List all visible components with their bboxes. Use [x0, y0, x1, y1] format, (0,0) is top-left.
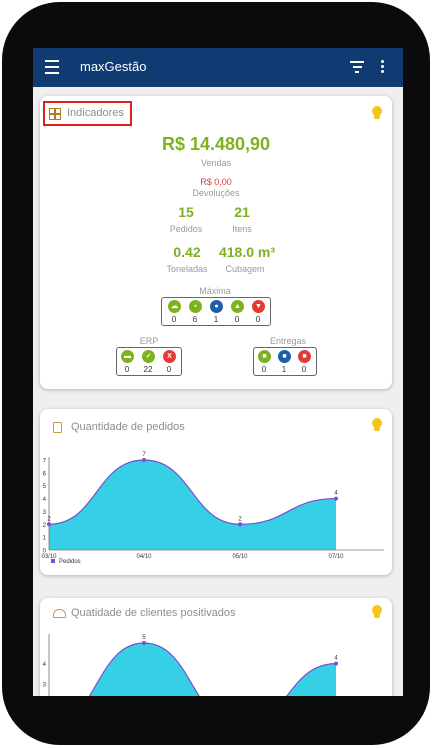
y-tick-label: 1: [43, 536, 47, 542]
app-bar: maxGestão: [33, 48, 403, 87]
lightbulb-icon[interactable]: [371, 418, 382, 432]
entregas-title: Entregas: [269, 336, 307, 346]
data-point: [47, 522, 51, 527]
pedidos-label: Pedidos: [169, 224, 203, 234]
data-point: [238, 522, 242, 527]
pedidos-value: 15: [178, 204, 194, 220]
y-tick-label: 3: [43, 683, 47, 689]
people-icon: [53, 609, 66, 618]
erp-count: 0: [124, 365, 130, 374]
data-point: [142, 641, 146, 645]
vendas-value: R$ 14.480,90: [161, 134, 271, 154]
cloud-upload-icon[interactable]: ☁: [168, 300, 181, 313]
maxima-count: 6: [192, 315, 198, 324]
area-fill: [89, 643, 336, 696]
indicadores-header[interactable]: Indicadores: [43, 101, 132, 126]
y-tick-label: 3: [43, 510, 47, 516]
thumbs-down-icon[interactable]: ▼: [252, 300, 265, 313]
data-point: [334, 661, 338, 666]
more-vert-icon[interactable]: [381, 60, 385, 74]
lightbulb-icon[interactable]: [371, 605, 382, 619]
toneladas-label: Toneladas: [166, 264, 208, 274]
entregas-count: 1: [281, 365, 287, 374]
check-icon[interactable]: ✓: [142, 350, 155, 363]
y-tick-label: 5: [43, 484, 47, 490]
y-tick-label: 4: [43, 497, 47, 503]
cubagem-label: Cubagem: [225, 264, 265, 274]
data-point: [334, 496, 338, 501]
indicadores-title: Indicadores: [67, 107, 124, 119]
truck-icon[interactable]: ■: [258, 350, 271, 363]
hamburger-icon[interactable]: [45, 60, 59, 74]
y-tick-label: 0: [43, 549, 47, 555]
y-tick-label: 4: [43, 662, 47, 668]
data-label: 4: [334, 656, 338, 662]
indicadores-card: Indicadores R$ 14.480,90 Vendas R$ 0,00 …: [40, 96, 392, 389]
document-icon: [53, 422, 62, 433]
data-label: 2: [47, 516, 51, 522]
thumbs-up-icon[interactable]: ▲: [231, 300, 244, 313]
pedidos-chart-card: Quantidade de pedidos 0 1 2 3 4 5 6 7 2 7 2 4 03/10 0…: [40, 409, 392, 575]
erp-title: ERP: [139, 336, 159, 346]
data-label: 7: [142, 452, 146, 458]
itens-value: 21: [234, 204, 250, 220]
printer-icon[interactable]: ▬: [121, 350, 134, 363]
y-tick-label: 6: [43, 471, 47, 477]
toneladas-value: 0.42: [173, 244, 201, 260]
truck-icon[interactable]: ■: [278, 350, 291, 363]
filter-icon[interactable]: [350, 61, 364, 73]
y-tick-label: 2: [43, 523, 47, 529]
legend-label: Pedidos: [59, 559, 81, 565]
x-tick-label: 05/10: [232, 554, 248, 560]
maxima-count: 1: [213, 315, 219, 324]
close-icon[interactable]: X: [163, 350, 176, 363]
x-tick-label: 03/10: [41, 554, 57, 560]
chat-icon[interactable]: ●: [210, 300, 223, 313]
area-fill: [49, 460, 336, 550]
erp-group: ▬ ✓ X 0 22 0: [116, 347, 182, 376]
lightbulb-icon[interactable]: [371, 106, 382, 120]
pedidos-chart-title: Quantidade de pedidos: [71, 421, 185, 433]
maxima-count: 0: [171, 315, 177, 324]
maxima-count: 0: [234, 315, 240, 324]
clientes-chart-title: Quatidade de clientes positivados: [71, 607, 236, 619]
erp-count: 0: [166, 365, 172, 374]
data-label: 4: [334, 491, 338, 497]
legend-swatch: [51, 559, 55, 563]
devolucoes-value: R$ 0,00: [200, 177, 232, 187]
area-line: [48, 459, 337, 525]
devolucoes-label: Devoluções: [192, 188, 240, 198]
data-label: 2: [238, 516, 242, 522]
vendas-label: Vendas: [200, 158, 232, 168]
maxima-count: 0: [255, 315, 261, 324]
data-label: 5: [142, 635, 146, 641]
entregas-count: 0: [301, 365, 307, 374]
y-tick-label: 7: [43, 459, 47, 465]
data-point: [142, 458, 146, 462]
maxima-group: ☁ ▪ ● ▲ ▼ 0 6 1 0 0: [161, 297, 271, 326]
screen: maxGestão Indicadores R$ 14.480,90 Venda…: [33, 48, 403, 696]
x-tick-label: 07/10: [328, 554, 344, 560]
dashboard-grid-icon: [49, 108, 61, 120]
area-line: [88, 642, 337, 696]
cubagem-value: 418.0 m³: [218, 244, 276, 260]
truck-icon[interactable]: ■: [298, 350, 311, 363]
x-tick-label: 04/10: [136, 554, 152, 560]
app-title: maxGestão: [80, 59, 147, 74]
entregas-count: 0: [261, 365, 267, 374]
erp-count: 22: [143, 365, 153, 374]
lock-icon[interactable]: ▪: [189, 300, 202, 313]
maxima-title: Máxima: [199, 286, 231, 296]
entregas-group: ■ ■ ■ 0 1 0: [253, 347, 317, 376]
itens-label: Itens: [232, 224, 252, 234]
